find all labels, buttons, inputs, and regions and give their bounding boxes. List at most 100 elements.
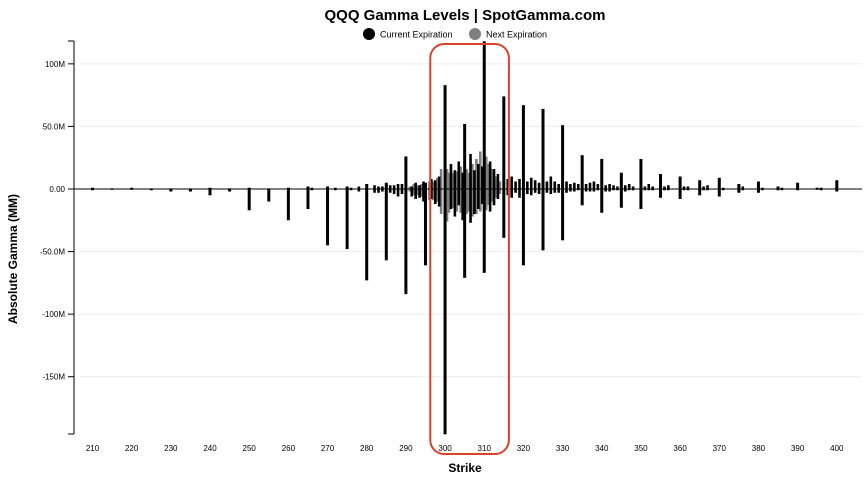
bar-negative [819,189,823,191]
bar-negative [686,189,690,191]
bar-positive [545,181,549,189]
bar-positive [488,161,492,189]
bar-positive [408,186,412,189]
x-tick-label: 280 [360,444,374,453]
y-tick-label: -150M [42,373,65,382]
bar-positive [780,187,784,189]
bar-positive [465,168,468,189]
bar-positive [377,186,380,189]
bar-positive [580,155,584,189]
bar-positive [418,185,421,189]
y-axis: 100M 50.0M 0.00 -50.0M -100M -150M [40,40,74,435]
bar-positive [576,183,580,189]
bar-positive [663,186,666,189]
y-tick-label: -100M [42,310,65,319]
bar-positive [588,182,592,189]
bar-negative [502,189,506,238]
bar-positive [357,186,361,189]
bar-positive [480,166,484,189]
bar-positive [447,172,451,189]
y-tick-label: 0.00 [49,185,65,194]
bar-negative [408,189,412,192]
bar-positive [453,170,457,189]
bar-negative [479,189,482,212]
bar-negative [698,189,702,196]
bar-negative [549,189,553,195]
bar-negative [91,189,94,191]
x-tick-label: 260 [282,444,296,453]
bar-negative [612,189,615,191]
bar-positive [473,170,476,189]
bar-positive [521,105,525,189]
bar-negative [418,189,421,198]
x-tick-label: 230 [164,444,178,453]
bar-negative [412,189,416,196]
bar-positive [423,182,427,189]
bar-negative [267,189,271,202]
bar-negative [580,189,584,206]
bar-positive [631,186,635,189]
x-axis-title: Strike [448,461,482,475]
bar-positive [416,185,419,189]
bar-positive [541,108,545,189]
bar-negative [651,189,654,191]
bar-positive [420,183,423,189]
bar-negative [604,189,607,192]
bar-negative [663,189,666,191]
bar-positive [439,168,443,189]
bar-positive [721,187,725,189]
y-tick-label: 50.0M [43,122,66,131]
bar-negative [357,189,361,192]
bar-negative [545,189,549,193]
bar-positive [741,186,745,189]
bar-positive [433,180,437,189]
bar-negative [639,189,643,210]
bar-positive [761,187,764,189]
bar-positive [702,186,705,189]
bar-positive [796,182,800,189]
x-tick-label: 250 [243,444,257,453]
bar-negative [573,189,576,192]
bar-positive [451,172,455,189]
bar-positive [208,187,212,189]
bar-negative [439,189,443,215]
bar-positive [717,177,721,189]
bar-negative [702,189,705,191]
bar-negative [345,189,349,250]
bar-negative [420,189,423,197]
bar-positive [475,158,478,189]
bar-positive [459,166,463,189]
bar-positive [604,185,607,189]
bar-positive [553,181,557,189]
bar-positive [526,181,529,189]
y-tick-label: 100M [45,60,65,69]
bar-negative [433,189,437,205]
bar-negative [496,189,500,200]
bar-negative [780,189,784,191]
bar-positive [247,187,251,189]
bar-positive [498,181,502,189]
bar-positive [410,186,414,189]
bar-negative [396,189,400,197]
bar-positive [537,182,541,189]
bar-negative [721,189,725,191]
bar-negative [647,189,651,191]
legend-marker-next-expiration [469,28,481,40]
bar-positive [334,187,337,189]
bar-positive [514,181,517,189]
bar-positive [449,163,453,189]
bar-negative [459,189,463,213]
bar-positive [565,181,568,189]
x-tick-label: 400 [830,444,844,453]
bar-negative [467,189,470,212]
bar-negative [553,189,557,193]
bar-negative [737,189,741,193]
bar-negative [477,189,480,210]
bar-negative [608,189,611,192]
x-tick-label: 330 [556,444,570,453]
bar-positive [569,183,572,189]
x-tick-label: 370 [713,444,727,453]
bar-negative [490,189,494,202]
bar-negative [435,189,439,202]
